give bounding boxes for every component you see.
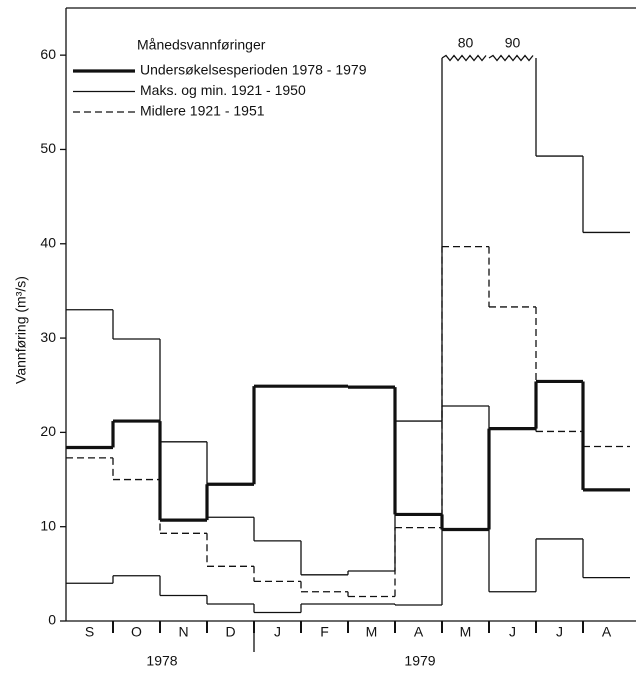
x-tick-label: A <box>414 624 424 640</box>
value-label: 90 <box>505 35 521 51</box>
x-tick-label: M <box>460 624 472 640</box>
value-label: 80 <box>458 35 474 51</box>
x-tick-label: J <box>556 624 563 640</box>
year-label: 1979 <box>404 653 435 669</box>
x-tick-label: S <box>85 624 94 640</box>
y-axis-label: Vannføring (m³/s) <box>13 276 29 384</box>
legend-title: Månedsvannføringer <box>137 37 266 53</box>
x-tick-label: F <box>320 624 329 640</box>
year-label: 1978 <box>146 653 177 669</box>
y-tick-label: 50 <box>40 140 56 156</box>
x-tick-label: N <box>178 624 188 640</box>
step-segment <box>488 54 534 62</box>
y-tick-label: 30 <box>40 329 56 345</box>
y-tick-label: 40 <box>40 234 56 250</box>
legend-label: Maks. og min. 1921 - 1950 <box>140 82 306 98</box>
x-tick-label: J <box>509 624 516 640</box>
y-tick-label: 0 <box>48 612 56 628</box>
x-tick-label: M <box>366 624 378 640</box>
y-tick-label: 10 <box>40 517 56 533</box>
x-tick-label: O <box>131 624 142 640</box>
x-tick-label: J <box>274 624 281 640</box>
x-tick-label: D <box>225 624 235 640</box>
step-segment <box>441 54 487 62</box>
x-tick-label: A <box>602 624 612 640</box>
y-tick-label: 60 <box>40 46 56 62</box>
legend-label: Undersøkelsesperioden 1978 - 1979 <box>140 62 367 78</box>
legend-label: Midlere 1921 - 1951 <box>140 103 265 119</box>
y-tick-label: 20 <box>40 423 56 439</box>
